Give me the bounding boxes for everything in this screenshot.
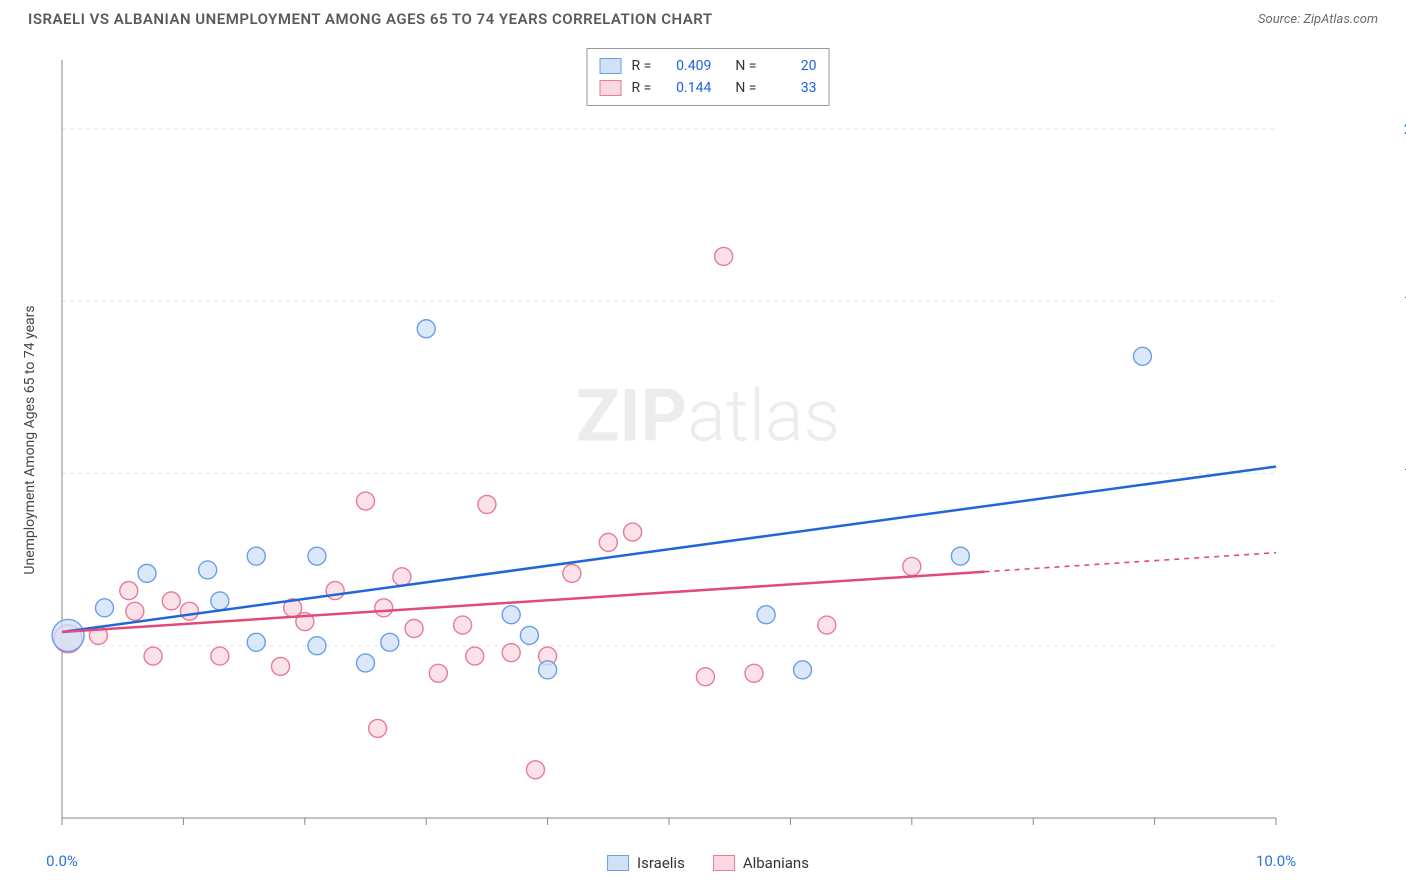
data-point <box>162 592 180 610</box>
plot-area <box>50 48 1366 832</box>
n-label: N = <box>735 77 756 99</box>
data-point <box>138 564 156 582</box>
r-label: R = <box>632 55 652 77</box>
data-point <box>429 664 447 682</box>
data-point <box>696 668 714 686</box>
data-point <box>180 602 198 620</box>
data-point <box>369 719 387 737</box>
source-attribution: Source: ZipAtlas.com <box>1258 12 1378 27</box>
legend-item: Israelis <box>607 854 685 872</box>
y-axis-label: Unemployment Among Ages 65 to 74 years <box>22 305 38 574</box>
data-point <box>52 619 84 651</box>
data-point <box>624 523 642 541</box>
data-point <box>478 495 496 513</box>
legend-row: R = 0.144 N = 33 <box>600 77 817 99</box>
r-label: R = <box>632 77 652 99</box>
data-point <box>381 633 399 651</box>
scatter-chart: Unemployment Among Ages 65 to 74 years Z… <box>50 48 1366 832</box>
chart-title: ISRAELI VS ALBANIAN UNEMPLOYMENT AMONG A… <box>28 10 713 28</box>
data-point <box>126 602 144 620</box>
trend-line <box>62 467 1276 632</box>
data-point <box>393 568 411 586</box>
x-tick-label: 10.0% <box>1256 852 1296 870</box>
data-point <box>357 492 375 510</box>
data-point <box>526 761 544 779</box>
data-point <box>211 592 229 610</box>
legend-row: R = 0.409 N = 20 <box>600 55 817 77</box>
data-point <box>326 582 344 600</box>
r-value: 0.144 <box>661 77 711 99</box>
data-point <box>745 664 763 682</box>
data-point <box>818 616 836 634</box>
data-point <box>272 657 290 675</box>
series-legend: Israelis Albanians <box>607 854 809 872</box>
data-point <box>454 616 472 634</box>
legend-label: Israelis <box>637 854 685 872</box>
data-point <box>794 661 812 679</box>
data-point <box>144 647 162 665</box>
data-point <box>502 606 520 624</box>
data-point <box>599 533 617 551</box>
legend-swatch <box>600 58 622 74</box>
data-point <box>502 644 520 662</box>
data-point <box>417 320 435 338</box>
legend-label: Albanians <box>743 854 809 872</box>
legend-swatch <box>600 80 622 96</box>
data-point <box>715 247 733 265</box>
trend-line <box>62 572 985 632</box>
data-point <box>757 606 775 624</box>
data-point <box>247 547 265 565</box>
n-label: N = <box>735 55 756 77</box>
r-value: 0.409 <box>661 55 711 77</box>
data-point <box>563 564 581 582</box>
data-point <box>520 626 538 644</box>
data-point <box>308 637 326 655</box>
legend-swatch <box>713 855 735 871</box>
trend-extrapolation <box>985 553 1276 572</box>
data-point <box>375 599 393 617</box>
correlation-legend: R = 0.409 N = 20 R = 0.144 N = 33 <box>587 48 830 106</box>
legend-swatch <box>607 855 629 871</box>
data-point <box>405 620 423 638</box>
data-point <box>120 582 138 600</box>
n-value: 20 <box>766 55 816 77</box>
n-value: 33 <box>766 77 816 99</box>
data-point <box>1133 347 1151 365</box>
data-point <box>308 547 326 565</box>
data-point <box>247 633 265 651</box>
legend-item: Albanians <box>713 854 809 872</box>
data-point <box>199 561 217 579</box>
data-point <box>211 647 229 665</box>
data-point <box>903 557 921 575</box>
data-point <box>466 647 484 665</box>
data-point <box>357 654 375 672</box>
data-point <box>539 661 557 679</box>
data-point <box>951 547 969 565</box>
data-point <box>95 599 113 617</box>
x-tick-label: 0.0% <box>46 852 78 870</box>
chart-header: ISRAELI VS ALBANIAN UNEMPLOYMENT AMONG A… <box>0 0 1406 28</box>
